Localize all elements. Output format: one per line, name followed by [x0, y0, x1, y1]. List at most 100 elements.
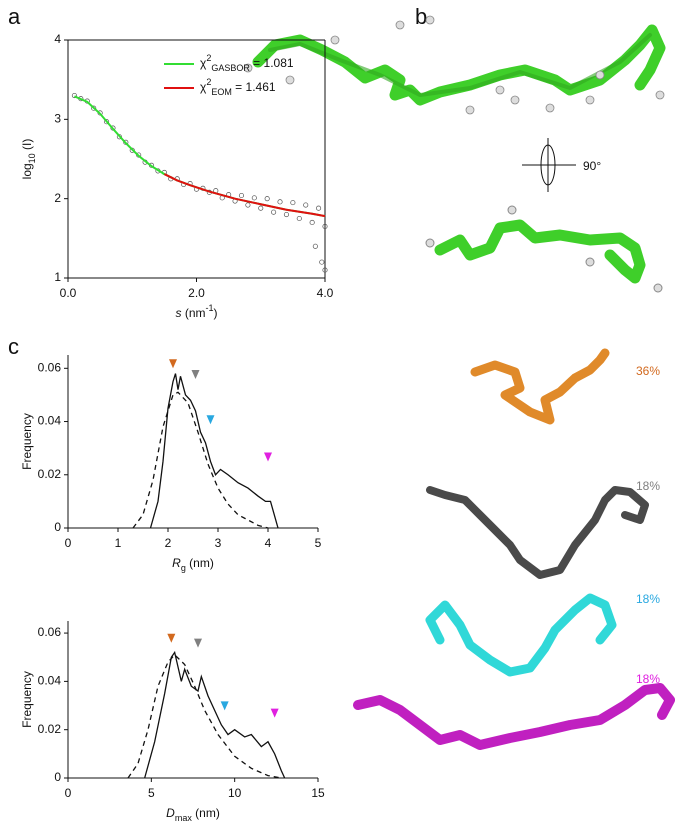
legend-label-part: 2 [206, 53, 211, 63]
data-point [283, 211, 290, 218]
x-tick-label: 4 [265, 536, 272, 550]
data-point [296, 215, 302, 222]
x-axis-label: Dmax (nm) [166, 806, 220, 823]
legend-label: χ2GASBOR = 1.081 [200, 53, 294, 73]
x-axis-label-part: (nm) [192, 806, 220, 820]
marker [220, 701, 229, 711]
data-point [316, 205, 322, 211]
x-tick-label: 0.0 [60, 286, 77, 300]
series-line [149, 373, 279, 529]
series-line [132, 391, 269, 529]
data-point [322, 267, 328, 273]
x-tick-label: 0 [65, 786, 72, 800]
legend-label-part: 2 [206, 77, 211, 87]
data-point [245, 202, 251, 208]
y-axis-label-part: 10 [27, 153, 37, 163]
x-axis-label-part: g [181, 563, 186, 573]
y-axis-label: log10 (I) [20, 139, 37, 180]
structure-top [252, 24, 666, 106]
legend-label: χ2EOM = 1.461 [200, 77, 276, 97]
x-tick-label: 2.0 [188, 286, 205, 300]
x-axis-label-part: -1 [205, 303, 213, 313]
x-axis-label: Rg (nm) [172, 556, 214, 573]
data-point [91, 105, 97, 111]
y-tick-label: 0.06 [38, 360, 62, 374]
y-tick-label: 0 [54, 770, 61, 784]
y-tick-label: 0.04 [38, 414, 62, 428]
x-tick-label: 3 [215, 536, 222, 550]
legend-label-part: = 1.081 [250, 56, 294, 70]
y-tick-label: 3 [54, 112, 61, 126]
x-axis-label-part: D [166, 806, 175, 820]
y-tick-label: 0.02 [38, 722, 62, 736]
data-point [71, 92, 77, 99]
beads [243, 15, 665, 115]
legend-label-part: χ [200, 80, 207, 94]
data-point [319, 259, 325, 265]
structure-magenta [353, 683, 675, 750]
x-tick-label: 4.0 [317, 286, 334, 300]
data-point [264, 196, 270, 202]
y-axis-label-part: (I) [20, 139, 34, 154]
ensemble-fraction: 18% [636, 592, 660, 606]
y-axis-label-part: log [20, 163, 34, 179]
panel-label: c [8, 334, 19, 359]
y-tick-label: 0.04 [38, 674, 62, 688]
data-point [303, 202, 309, 208]
y-axis-label-part: Frequency [20, 413, 34, 470]
structure-side [425, 205, 663, 293]
data-point [251, 195, 257, 201]
data-point [322, 223, 328, 229]
y-axis-label: Frequency [20, 671, 34, 728]
y-tick-label: 0 [54, 520, 61, 534]
y-axis-label-part: Frequency [20, 671, 34, 728]
x-axis-label-part: (nm [181, 306, 205, 320]
x-axis-label-part: ) [214, 306, 218, 320]
marker [191, 369, 200, 379]
series-line [74, 95, 326, 218]
x-tick-label: 10 [228, 786, 242, 800]
rotation-label: 90° [583, 159, 601, 173]
data-point [309, 219, 315, 226]
marker [264, 452, 272, 462]
structure-cyan [425, 593, 617, 677]
legend-label-part: χ [200, 56, 207, 70]
panel-label: a [8, 4, 21, 29]
series-line [144, 650, 286, 779]
y-axis-label: Frequency [20, 413, 34, 470]
ensemble-fraction: 18% [636, 672, 660, 686]
data-point [104, 119, 110, 125]
y-tick-label: 4 [54, 32, 61, 46]
y-tick-label: 0.02 [38, 467, 62, 481]
ensemble-fraction: 18% [636, 479, 660, 493]
y-tick-label: 1 [54, 270, 61, 284]
structure-orange [470, 348, 610, 425]
panel-label: b [415, 4, 427, 29]
legend-label-part: EOM [211, 87, 232, 97]
x-axis-label-part: s [175, 306, 181, 320]
marker [270, 708, 279, 718]
x-axis-label-part: R [172, 556, 181, 570]
y-tick-label: 2 [54, 191, 61, 205]
x-axis-label-part: max [175, 813, 193, 823]
series-line [127, 653, 282, 779]
data-point [258, 205, 264, 211]
legend-label-part: = 1.461 [232, 80, 276, 94]
x-axis-label: s (nm-1) [175, 303, 217, 320]
data-point [238, 192, 245, 199]
marker [206, 415, 215, 425]
series-line [163, 173, 326, 218]
x-tick-label: 5 [315, 536, 322, 550]
data-point [312, 243, 318, 249]
x-tick-label: 1 [115, 536, 122, 550]
data-point [290, 200, 296, 206]
x-tick-label: 2 [165, 536, 172, 550]
x-axis-label-part: (nm) [186, 556, 214, 570]
marker [169, 359, 177, 369]
marker [194, 638, 202, 648]
legend-label-part: GASBOR [211, 63, 250, 73]
y-tick-label: 0.06 [38, 625, 62, 639]
x-tick-label: 15 [311, 786, 325, 800]
x-tick-label: 5 [148, 786, 155, 800]
